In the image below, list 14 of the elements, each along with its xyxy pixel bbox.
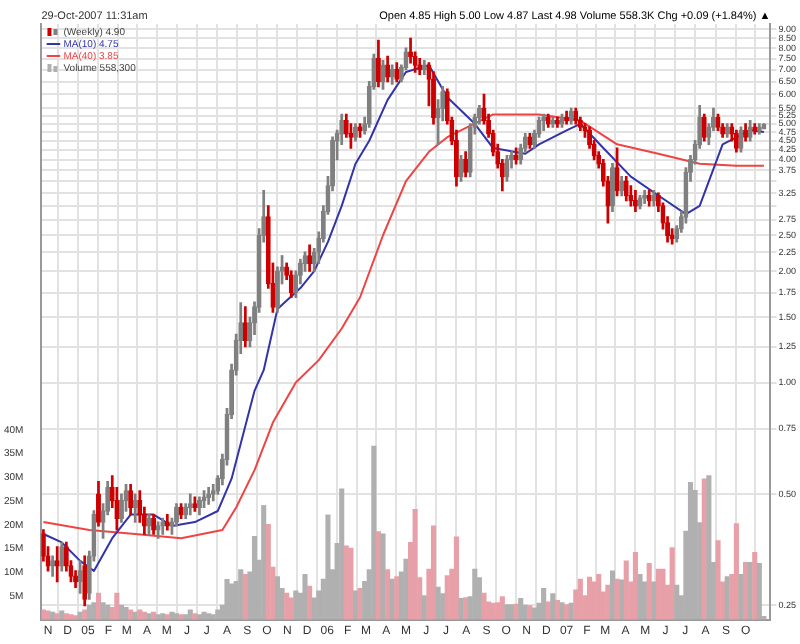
candlestick [632,189,638,213]
candlestick [564,110,570,125]
candlestick [733,129,739,153]
candlestick [752,123,758,135]
candlestick [577,116,583,132]
candlestick [623,175,629,202]
candlestick [151,513,157,535]
candlestick [743,123,749,142]
candlestick [554,116,560,128]
candlestick [417,57,423,75]
candlestick [128,484,134,516]
candlestick [701,113,707,142]
candlestick [96,481,101,527]
candlestick [82,555,88,607]
